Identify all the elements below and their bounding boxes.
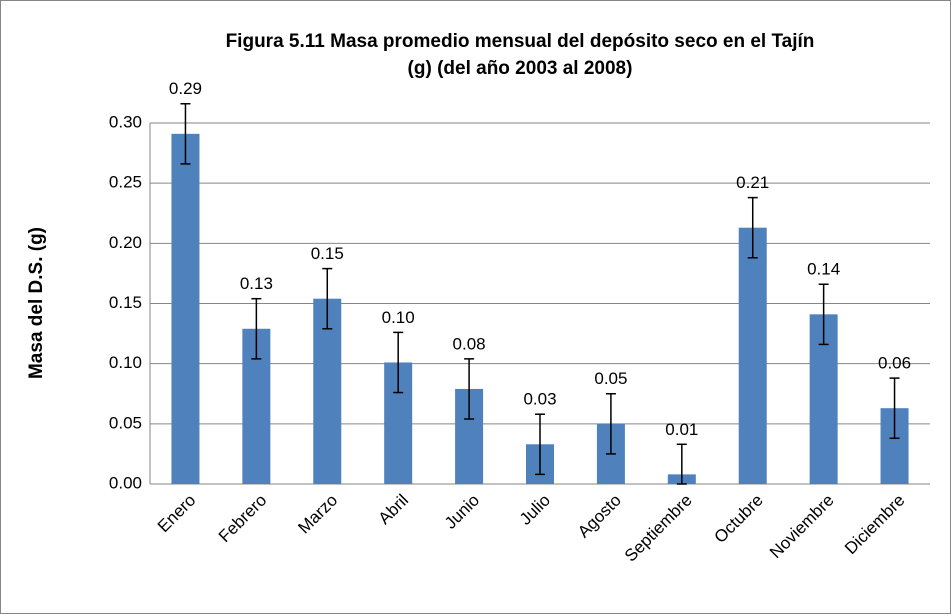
error-bar bbox=[889, 377, 900, 440]
error-bar bbox=[605, 393, 616, 455]
bar bbox=[171, 133, 200, 484]
error-bar bbox=[393, 331, 404, 394]
error-bar bbox=[676, 443, 687, 485]
y-axis-label: Masa del D.S. (g) bbox=[26, 227, 47, 379]
y-tick-label: 0.00 bbox=[109, 473, 142, 492]
chart-title: Figura 5.11 Masa promedio mensual del de… bbox=[226, 31, 815, 52]
data-label: 0.03 bbox=[523, 390, 556, 409]
error-bar bbox=[818, 283, 829, 346]
y-tick-label: 0.05 bbox=[109, 413, 142, 432]
y-tick-label: 0.15 bbox=[109, 293, 142, 312]
data-label: 0.01 bbox=[665, 420, 698, 439]
data-label: 0.13 bbox=[240, 274, 273, 293]
error-bar bbox=[747, 196, 758, 259]
y-tick-label: 0.10 bbox=[109, 353, 142, 372]
error-bar bbox=[535, 413, 545, 476]
error-bar bbox=[251, 297, 262, 360]
data-label: 0.05 bbox=[594, 369, 627, 388]
data-label: 0.10 bbox=[382, 308, 415, 327]
data-label: 0.14 bbox=[807, 260, 840, 279]
data-label: 0.06 bbox=[878, 354, 911, 373]
y-tick-label: 0.20 bbox=[109, 233, 142, 252]
data-label: 0.08 bbox=[453, 334, 486, 353]
chart-title: (g) (del año 2003 al 2008) bbox=[408, 58, 633, 79]
y-tick-label: 0.25 bbox=[109, 173, 142, 192]
data-label: 0.15 bbox=[311, 244, 344, 263]
bar bbox=[738, 227, 767, 484]
error-bar bbox=[322, 267, 333, 330]
data-label: 0.21 bbox=[736, 173, 769, 192]
y-tick-label: 0.30 bbox=[109, 112, 142, 131]
error-bar bbox=[180, 102, 191, 165]
error-bar bbox=[464, 358, 475, 420]
data-label: 0.29 bbox=[169, 79, 202, 98]
bar bbox=[313, 298, 342, 484]
